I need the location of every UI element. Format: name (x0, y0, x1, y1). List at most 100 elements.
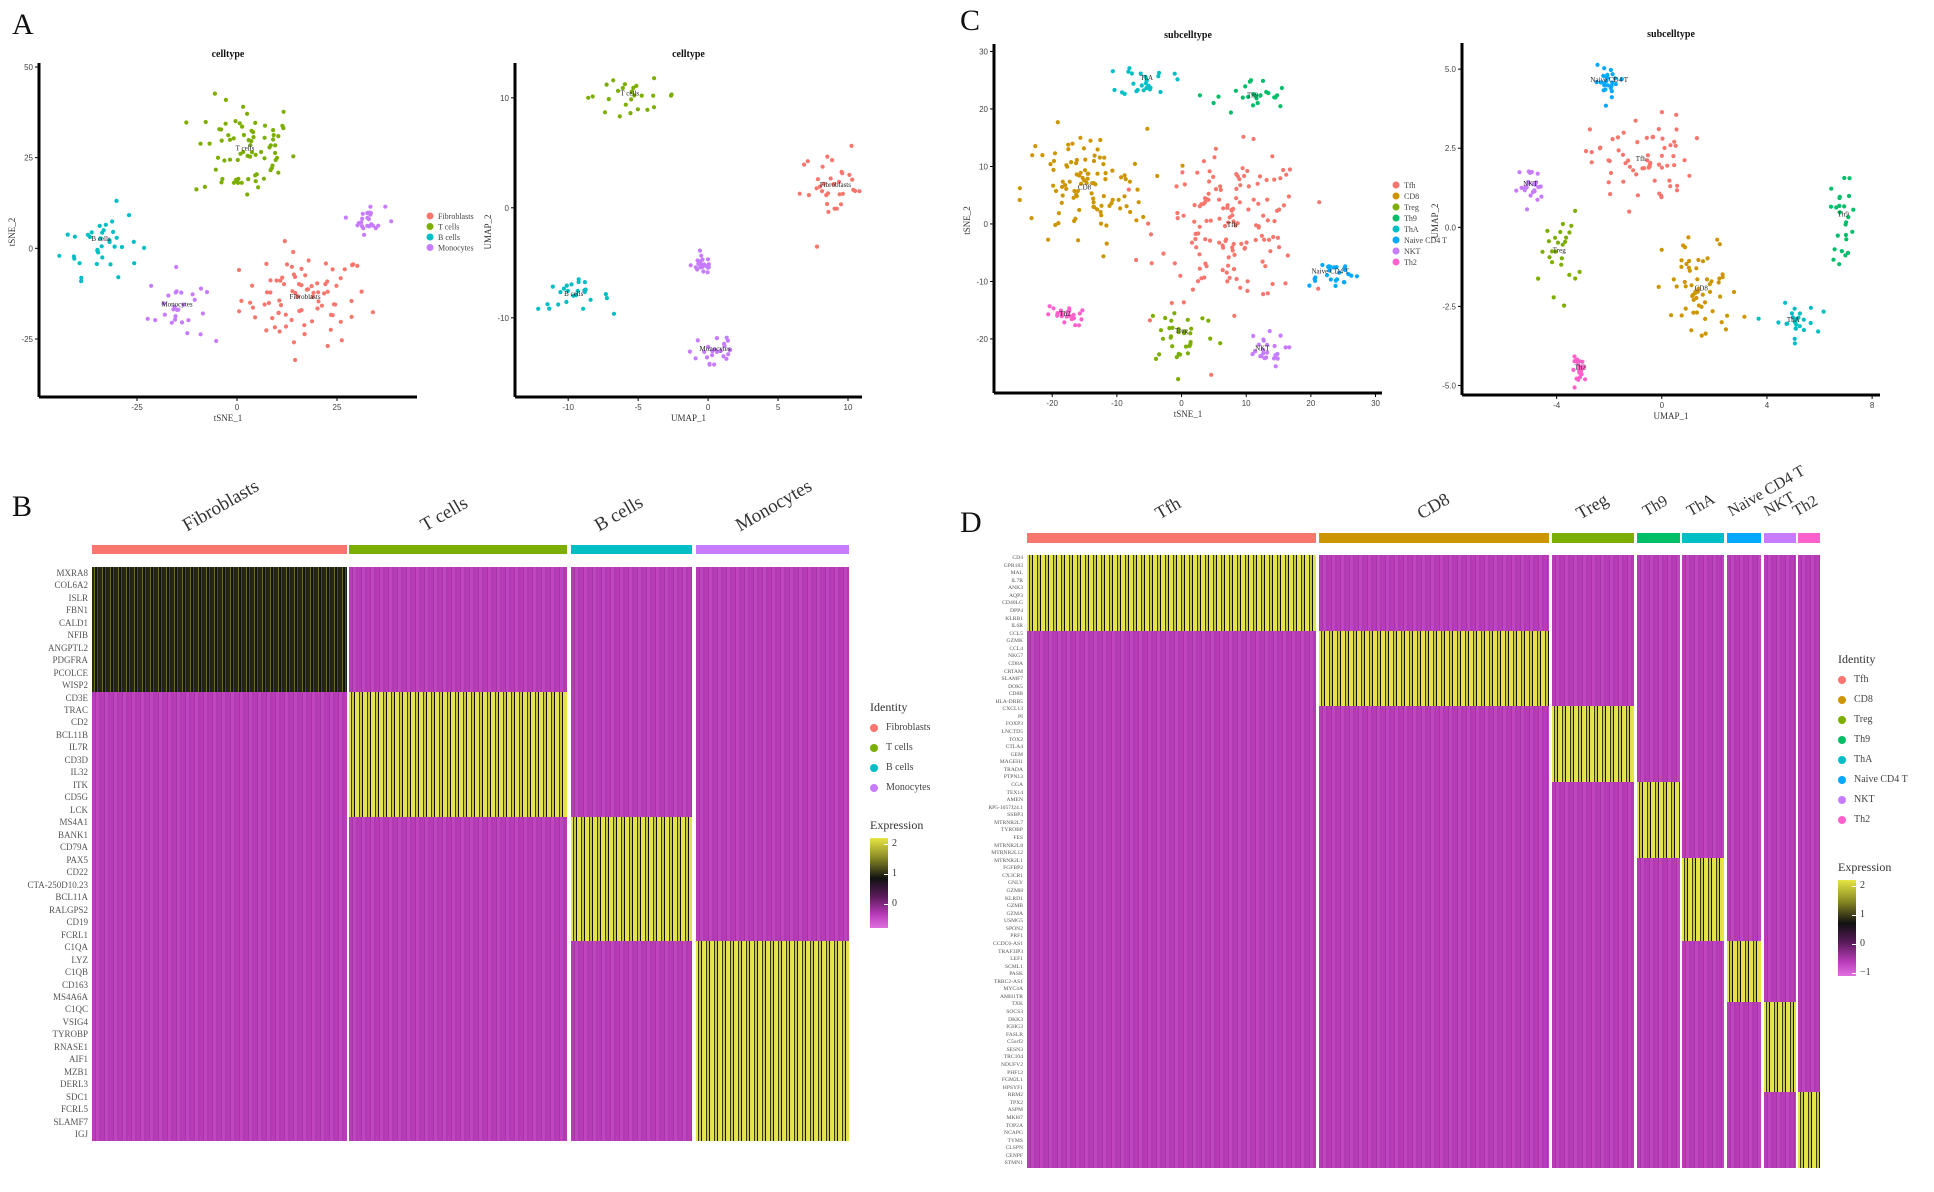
data-point (1842, 175, 1847, 181)
heatmap-cell (1319, 736, 1549, 745)
data-point (359, 289, 364, 294)
heatmap-cell (696, 878, 849, 892)
data-point (722, 343, 727, 348)
heatmap-cell (1727, 819, 1761, 828)
data-point (1234, 196, 1239, 201)
heatmap-cell (1764, 812, 1796, 821)
data-point (828, 176, 833, 181)
data-point (1317, 200, 1322, 205)
heatmap-cell (92, 1128, 347, 1142)
data-point (1660, 136, 1665, 141)
heatmap-cell (1764, 744, 1796, 753)
heatmap-cell (1027, 782, 1316, 790)
data-point (1687, 173, 1692, 178)
heatmap-cell (1319, 744, 1549, 753)
data-point (309, 319, 315, 324)
heatmap-cell (696, 1066, 849, 1079)
data-point (277, 298, 282, 303)
legend-marker (1392, 225, 1400, 233)
data-point (825, 201, 830, 207)
gene-label: CTLA4 (1005, 744, 1023, 751)
group-color-bar (571, 545, 692, 554)
y-tick-label: -5.0 (1442, 382, 1456, 391)
legend-label: ThA (1404, 225, 1419, 234)
data-point (1272, 343, 1277, 349)
data-point (1647, 162, 1652, 167)
gene-label: FGFBP2 (1003, 865, 1023, 872)
heatmap-cell (1682, 1130, 1724, 1139)
data-point (1846, 193, 1852, 199)
heatmap-cell (1637, 789, 1680, 798)
gene-label: MS4A1 (59, 817, 88, 828)
heatmap-cell (1798, 645, 1820, 654)
legend-item: CD8 (1838, 694, 1873, 705)
data-point (236, 176, 241, 181)
heatmap-cell (1319, 1046, 1549, 1055)
heatmap-cell (696, 829, 849, 842)
heatmap-cell (1727, 918, 1761, 927)
heatmap-cell (1552, 1152, 1634, 1161)
y-tick-label: 2.5 (1445, 144, 1457, 153)
heatmap-cell (1027, 1024, 1316, 1033)
heatmap-cell (92, 604, 347, 618)
cluster-label: NKT (1255, 344, 1270, 352)
data-point (1333, 283, 1338, 288)
heatmap-cell (1027, 759, 1316, 768)
data-point (1703, 331, 1708, 336)
heatmap-cell (1552, 986, 1634, 995)
data-point (1148, 85, 1153, 90)
heatmap-cell (1552, 592, 1634, 601)
heatmap-cell (1798, 1009, 1820, 1018)
heatmap-cell (1027, 623, 1316, 632)
data-point (1232, 313, 1237, 318)
heatmap-cell (1764, 880, 1796, 889)
heatmap-cell (1319, 600, 1549, 609)
heatmap-cell (1319, 1016, 1549, 1025)
data-point (1156, 70, 1162, 75)
data-point (233, 119, 238, 124)
data-point (1523, 184, 1528, 189)
heatmap-cell (571, 1016, 692, 1030)
heatmap-cell (571, 616, 692, 630)
heatmap-cell (1682, 971, 1724, 980)
data-point (1175, 210, 1180, 216)
heatmap-cell (1798, 698, 1820, 707)
gene-label: GZMB (1006, 903, 1023, 910)
heatmap-cell (1764, 562, 1796, 571)
legend-marker (1838, 795, 1846, 804)
heatmap-cell (1637, 918, 1680, 927)
data-point (1801, 327, 1806, 333)
group-label: ThA (1684, 490, 1718, 521)
data-point (328, 327, 333, 332)
heatmap-cell (1727, 880, 1761, 889)
cluster-label: Monocytes (161, 300, 192, 308)
x-tick-label: -10 (1111, 399, 1123, 408)
gene-label: USMG5 (1004, 918, 1023, 925)
heatmap-cell (696, 916, 849, 930)
data-point (1792, 306, 1797, 311)
data-point (631, 85, 636, 90)
gene-label: ISLR (68, 592, 88, 603)
data-point (1176, 330, 1181, 335)
data-point (1621, 179, 1626, 184)
heatmap-cell (1637, 910, 1680, 919)
data-point (1261, 347, 1266, 352)
heatmap-cell (1552, 948, 1634, 957)
heatmap-cell (1552, 1016, 1634, 1025)
data-point (1245, 288, 1250, 293)
heatmap-cell (1637, 895, 1680, 904)
data-point (99, 244, 104, 249)
heatmap-cell (1798, 1069, 1820, 1078)
heatmap-cell (92, 841, 347, 855)
data-point (278, 303, 284, 308)
heatmap-cell (1027, 993, 1316, 1002)
data-point (1559, 256, 1564, 261)
data-point (1615, 135, 1620, 140)
data-point (1241, 134, 1246, 139)
heatmap-cell (1552, 698, 1634, 707)
heatmap-cell (1798, 615, 1820, 624)
data-point (1217, 240, 1222, 245)
heatmap-cell (349, 579, 567, 593)
x-tick-label: 10 (1242, 399, 1251, 408)
heatmap-cell (1682, 766, 1724, 775)
